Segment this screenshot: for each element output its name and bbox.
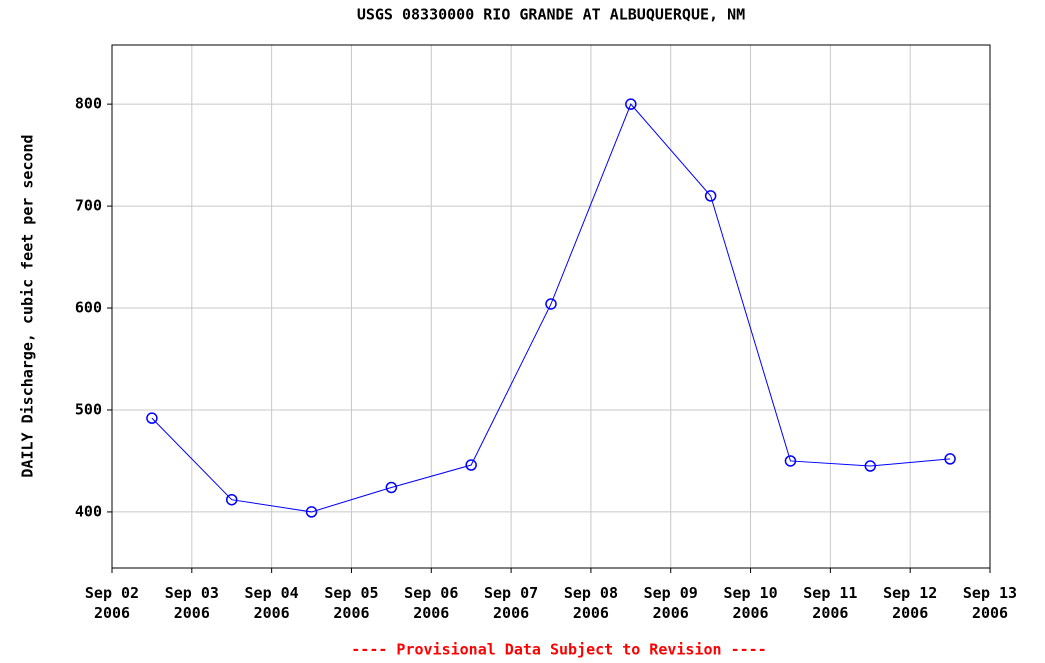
x-tick-label: Sep 12 2006 (883, 584, 937, 622)
data-point (625, 98, 637, 110)
x-tick-label-line: 2006 (732, 604, 768, 622)
x-tick-label-line: Sep 11 (803, 584, 857, 602)
x-tick-label-line: 2006 (812, 604, 848, 622)
y-tick-label: 400 (75, 502, 102, 520)
x-tick-label-line: Sep 09 (644, 584, 698, 602)
x-tick-label-line: Sep 05 (324, 584, 378, 602)
y-tick-label: 500 (75, 400, 102, 418)
x-tick-label-line: 2006 (413, 604, 449, 622)
plot-frame (111, 44, 991, 569)
data-point (385, 481, 398, 494)
data-point (545, 298, 557, 310)
x-tick-label: Sep 02 2006 (85, 584, 139, 622)
x-tick-label: Sep 13 2006 (963, 584, 1017, 622)
x-tick-label-line: 2006 (653, 604, 689, 622)
x-tick-label: Sep 04 2006 (245, 584, 299, 622)
data-point (146, 412, 158, 424)
x-tick-label-line: 2006 (972, 604, 1008, 622)
x-tick-label: Sep 10 2006 (723, 584, 777, 622)
x-tick-label-line: Sep 08 (564, 584, 618, 602)
data-point (225, 493, 238, 506)
x-tick-label: Sep 07 2006 (484, 584, 538, 622)
x-tick-label-line: Sep 03 (165, 584, 219, 602)
x-tick-label-line: 2006 (333, 604, 369, 622)
x-tick-label-line: Sep 04 (245, 584, 299, 602)
x-tick-label-line: 2006 (254, 604, 290, 622)
x-tick-label-line: 2006 (94, 604, 130, 622)
x-tick-label-line: Sep 07 (484, 584, 538, 602)
x-tick-label: Sep 05 2006 (324, 584, 378, 622)
x-tick-label: Sep 08 2006 (564, 584, 618, 622)
y-axis-label: DAILY Discharge, cubic feet per second (19, 134, 37, 477)
x-tick-label-line: Sep 13 (963, 584, 1017, 602)
x-tick-label-line: 2006 (493, 604, 529, 622)
y-tick-label: 800 (75, 95, 102, 113)
data-point (784, 455, 797, 467)
x-tick-label: Sep 06 2006 (404, 584, 458, 622)
y-tick-label: 700 (75, 197, 102, 215)
x-tick-label-line: 2006 (174, 604, 210, 622)
series-line (151, 103, 951, 513)
data-point (864, 460, 877, 472)
x-tick-label-line: Sep 02 (85, 584, 139, 602)
x-tick-label-line: Sep 12 (883, 584, 937, 602)
chart-title: USGS 08330000 RIO GRANDE AT ALBUQUERQUE,… (357, 6, 745, 24)
data-point (465, 459, 477, 471)
footnote: ---- Provisional Data Subject to Revisio… (351, 641, 766, 659)
y-tick-label: 600 (75, 299, 102, 317)
data-point (704, 190, 717, 202)
data-point (944, 453, 956, 465)
data-point (305, 506, 318, 518)
x-tick-label-line: 2006 (573, 604, 609, 622)
x-tick-label-line: 2006 (892, 604, 928, 622)
x-tick-label-line: Sep 06 (404, 584, 458, 602)
x-tick-label: Sep 03 2006 (165, 584, 219, 622)
x-tick-label-line: Sep 10 (723, 584, 777, 602)
x-tick-label: Sep 09 2006 (644, 584, 698, 622)
x-tick-label: Sep 11 2006 (803, 584, 857, 622)
